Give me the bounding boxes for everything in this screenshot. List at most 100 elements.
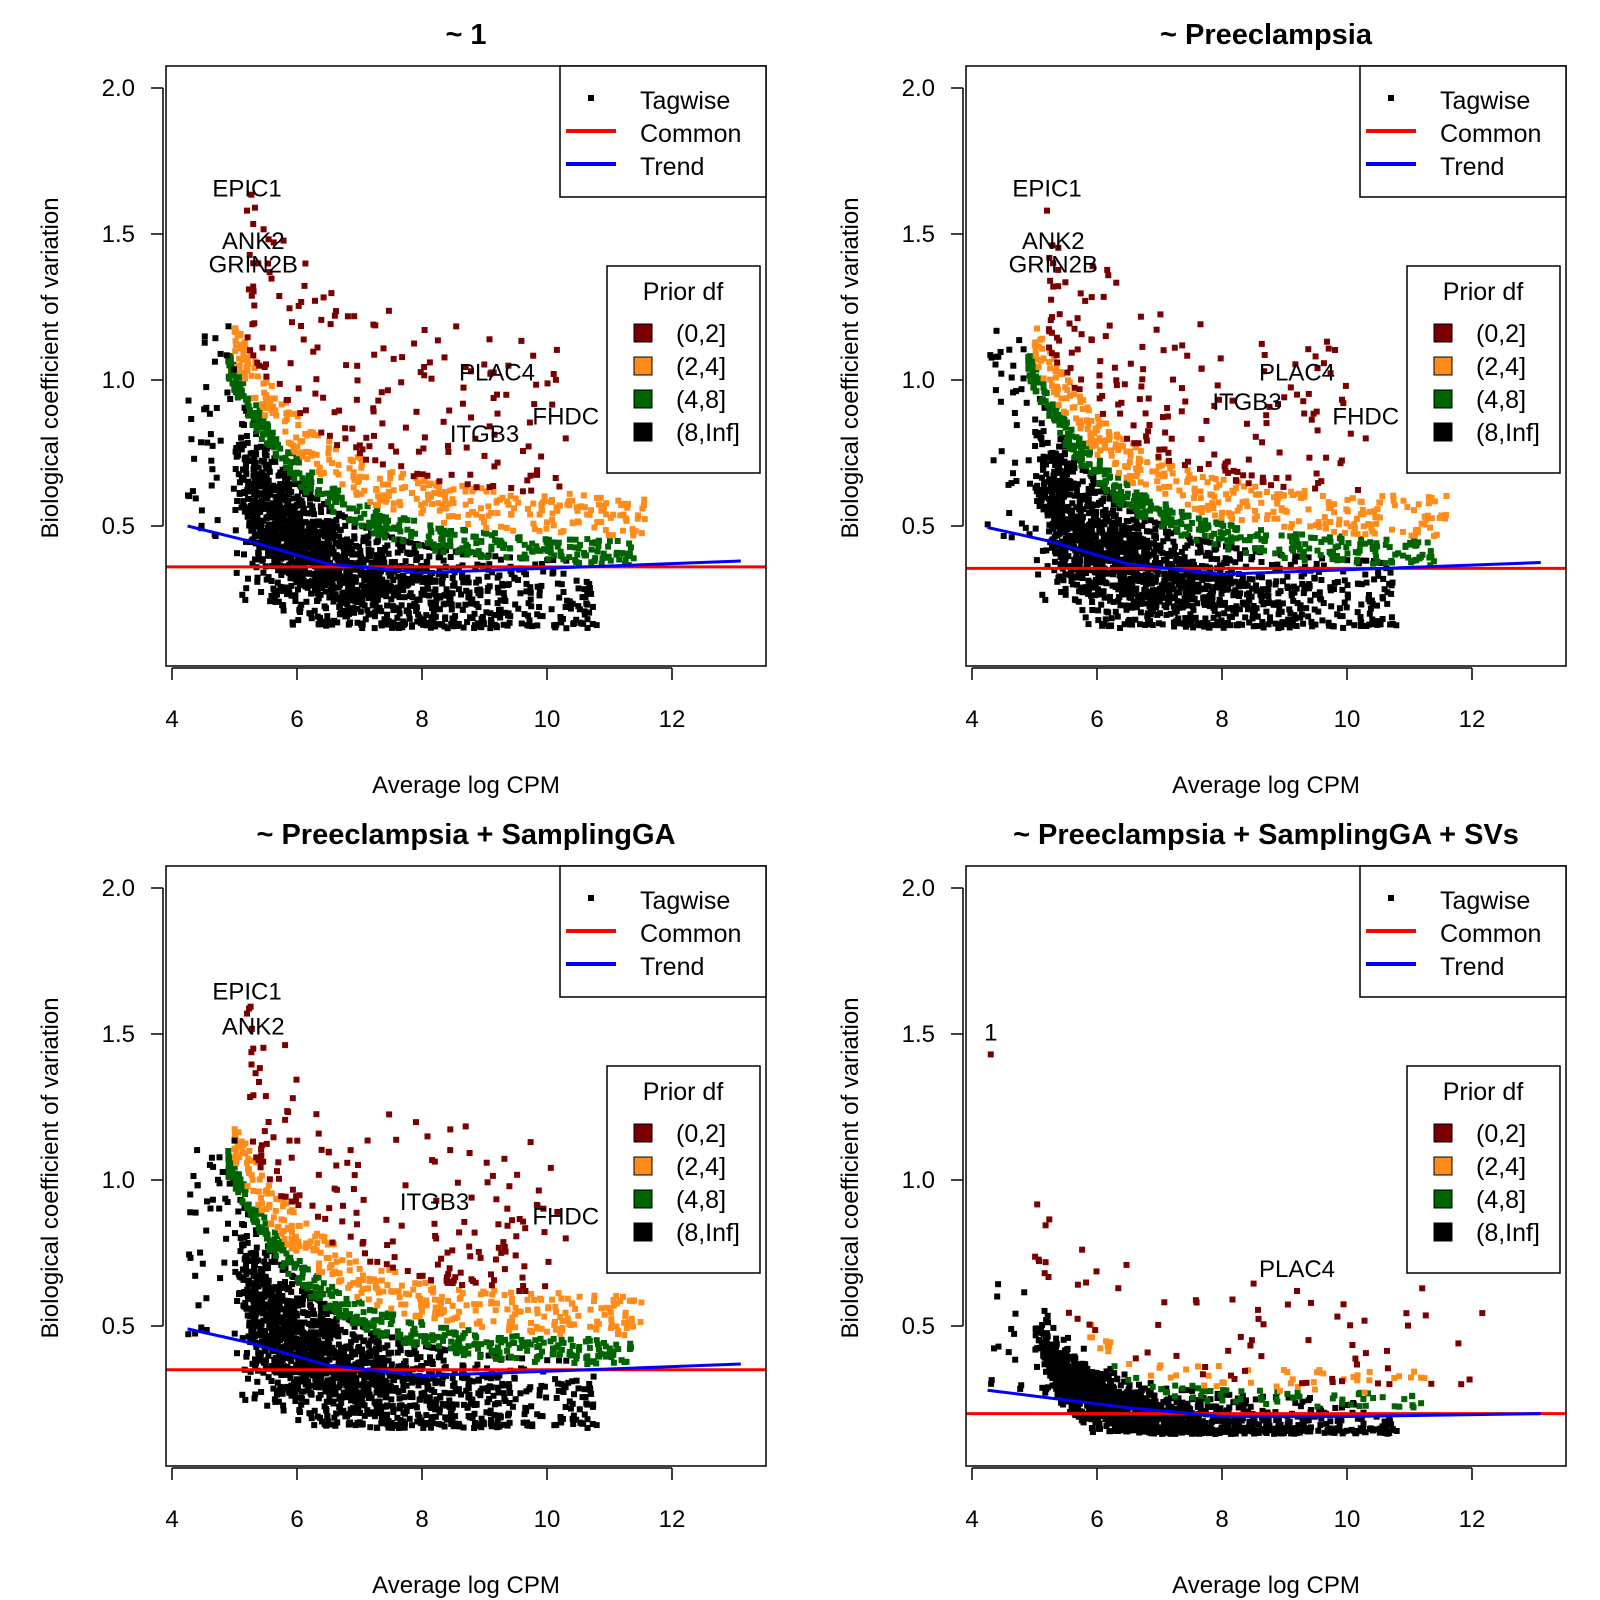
tagwise-point	[373, 552, 380, 559]
tagwise-point	[1095, 586, 1101, 593]
tagwise-point	[1275, 590, 1282, 597]
tagwise-point	[1173, 571, 1180, 578]
tagwise-point	[276, 506, 283, 513]
tagwise-point	[602, 527, 609, 533]
tagwise-point	[269, 440, 276, 447]
tagwise-point	[1113, 546, 1120, 553]
tagwise-point	[420, 445, 427, 452]
tagwise-point	[375, 493, 382, 500]
tagwise-point	[380, 526, 387, 532]
tagwise-point	[1116, 584, 1123, 591]
tagwise-point	[1327, 587, 1334, 594]
tagwise-point	[1057, 369, 1064, 376]
tagwise-point	[1427, 548, 1434, 555]
tagwise-point	[239, 356, 246, 363]
tagwise-point	[1211, 622, 1218, 629]
tagwise-point	[271, 530, 277, 537]
tagwise-point	[240, 466, 247, 473]
tagwise-point	[584, 536, 591, 543]
tagwise-point	[1080, 528, 1087, 535]
tagwise-point	[473, 484, 480, 491]
tagwise-point	[1085, 421, 1092, 428]
tagwise-point	[1101, 441, 1108, 447]
tagwise-point	[1073, 434, 1080, 441]
tagwise-point	[1135, 525, 1142, 532]
tagwise-point	[1140, 574, 1147, 581]
tagwise-point	[1253, 513, 1260, 520]
tagwise-point	[497, 556, 504, 563]
tagwise-point	[1344, 550, 1351, 557]
tagwise-point	[1116, 594, 1123, 601]
tagwise-point	[1264, 489, 1270, 495]
tagwise-point	[1144, 537, 1151, 544]
tagwise-point	[1230, 467, 1237, 474]
tagwise-point	[1032, 347, 1039, 354]
tagwise-point	[364, 607, 371, 614]
tagwise-point	[302, 260, 309, 267]
tagwise-point	[527, 511, 534, 518]
tagwise-point	[1129, 544, 1136, 551]
tagwise-point	[527, 589, 534, 596]
tagwise-point	[446, 597, 453, 604]
tagwise-point	[1252, 433, 1259, 440]
tagwise-point	[1117, 548, 1124, 555]
tagwise-point	[331, 531, 338, 538]
tagwise-point	[272, 514, 278, 521]
tagwise-point	[1167, 610, 1174, 617]
tagwise-point	[462, 501, 469, 508]
tagwise-point	[1053, 531, 1060, 538]
tagwise-point	[1353, 559, 1360, 566]
tagwise-point	[326, 432, 333, 439]
tagwise-point	[1071, 442, 1078, 449]
tagwise-point	[1171, 543, 1178, 550]
tagwise-point	[1112, 553, 1119, 560]
tagwise-point	[246, 251, 253, 258]
tagwise-point	[1424, 512, 1431, 519]
tagwise-point	[188, 416, 195, 422]
tagwise-point	[1218, 601, 1225, 608]
tagwise-point	[1133, 502, 1140, 509]
tagwise-point	[1132, 554, 1139, 561]
tagwise-point	[448, 606, 455, 613]
tagwise-point	[1301, 557, 1308, 563]
tagwise-point	[1188, 596, 1195, 603]
tagwise-point	[586, 585, 593, 592]
plot-box	[165, 65, 767, 667]
tagwise-point	[354, 605, 361, 612]
tagwise-point	[374, 596, 381, 603]
tagwise-point	[1137, 479, 1144, 486]
tagwise-point	[287, 470, 294, 477]
tagwise-point	[1140, 536, 1147, 543]
tagwise-point	[508, 571, 515, 578]
tagwise-point	[243, 585, 250, 592]
tagwise-point	[1066, 445, 1073, 452]
tagwise-point	[1184, 501, 1191, 508]
tagwise-point	[1059, 557, 1066, 564]
tagwise-point	[622, 557, 629, 563]
tagwise-point	[283, 397, 290, 404]
tagwise-point	[358, 490, 365, 497]
tagwise-point	[312, 390, 319, 397]
tagwise-point	[297, 556, 304, 563]
tagwise-point	[259, 557, 266, 564]
tagwise-point	[1119, 544, 1125, 550]
tagwise-point	[1174, 598, 1181, 605]
tagwise-point	[1181, 531, 1188, 538]
tagwise-point	[1292, 361, 1299, 368]
tagwise-point	[1287, 533, 1294, 540]
tagwise-point	[1289, 492, 1296, 498]
tagwise-point	[1108, 452, 1115, 459]
tagwise-point	[268, 521, 275, 528]
tagwise-point	[294, 413, 301, 420]
tagwise-point	[373, 515, 380, 522]
panel-title: ~ 1	[445, 19, 486, 51]
tagwise-point	[214, 517, 221, 524]
tagwise-point	[1249, 615, 1256, 622]
tagwise-point	[426, 592, 432, 599]
tagwise-point	[260, 226, 267, 233]
tagwise-point	[1086, 510, 1092, 517]
tagwise-point	[473, 511, 480, 518]
tagwise-point	[209, 442, 216, 449]
tagwise-point	[581, 504, 588, 511]
